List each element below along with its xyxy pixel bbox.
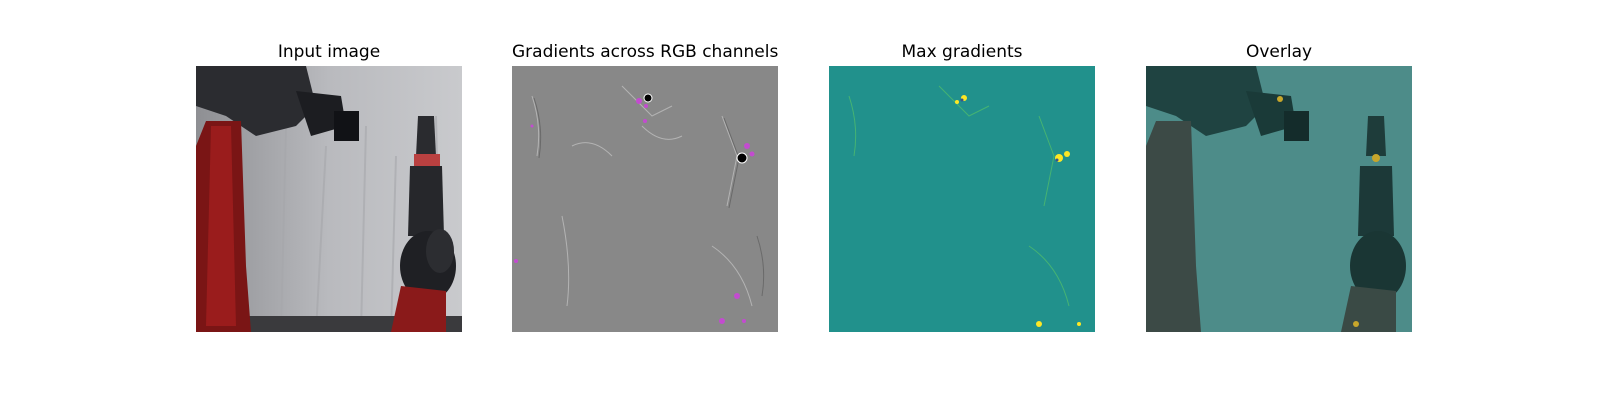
overlay-image <box>1146 66 1412 332</box>
panel-title-input: Input image <box>277 42 381 62</box>
gradients-rgb-image <box>512 66 778 332</box>
panel-title-gradients-rgb: Gradients across RGB channels <box>512 42 779 62</box>
panel-title-overlay: Overlay <box>1245 42 1313 62</box>
max-gradients-image <box>829 66 1095 332</box>
panel-title-max-gradients: Max gradients <box>901 42 1023 62</box>
input-image <box>196 66 462 332</box>
